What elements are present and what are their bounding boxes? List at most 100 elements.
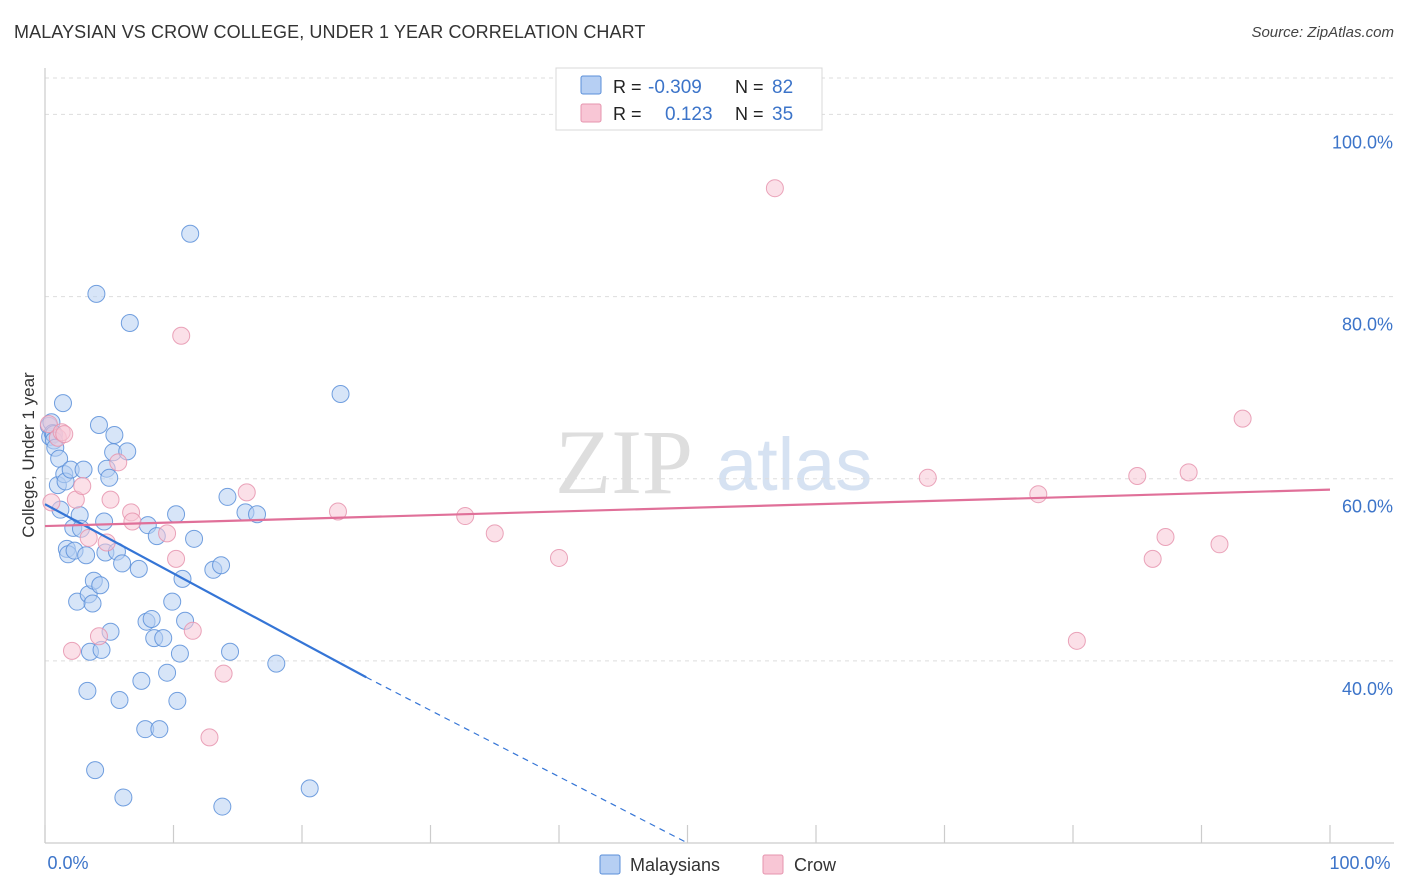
malaysians-point-64 — [185, 529, 204, 548]
chart-title: MALAYSIAN VS CROW COLLEGE, UNDER 1 YEAR … — [14, 22, 646, 42]
y-tick-label-2: 60.0% — [1342, 497, 1393, 517]
crow-point-11 — [101, 490, 120, 509]
crow-point-19 — [214, 664, 233, 683]
crow-point-9 — [89, 627, 108, 646]
malaysians-point-59 — [168, 691, 187, 710]
y-tick-label-0: 100.0% — [1332, 132, 1393, 152]
crow-trend-line — [44, 488, 1331, 528]
crow-point-8 — [79, 528, 98, 547]
legend-swatch-pink — [580, 103, 602, 123]
y-tick-label-3: 40.0% — [1342, 679, 1393, 699]
crow-point-16 — [167, 549, 186, 568]
malaysians-point-69 — [221, 642, 240, 661]
crow-point-1 — [42, 493, 61, 512]
crow-point-21 — [237, 483, 256, 502]
watermark-atlas: atlas — [716, 423, 872, 506]
crow-point-5 — [62, 641, 81, 660]
malaysians-trend-extension — [365, 676, 688, 844]
crow-point-7 — [73, 477, 92, 495]
malaysians-point-10 — [53, 394, 72, 413]
legend-n-value-1: 82 — [772, 77, 793, 98]
crow-point-17 — [172, 326, 191, 345]
malaysians-point-33 — [95, 512, 114, 531]
crow-point-18 — [183, 621, 202, 640]
malaysians-point-71 — [248, 505, 267, 524]
malaysians-point-47 — [132, 671, 151, 690]
malaysians-point-72 — [267, 654, 286, 673]
malaysians-point-58 — [167, 505, 186, 524]
crow-point-22 — [328, 502, 347, 521]
malaysians-point-45 — [120, 313, 139, 332]
crow-point-32 — [1156, 528, 1175, 546]
malaysians-point-28 — [86, 761, 105, 780]
y-tick-labels: 100.0% 80.0% 60.0% 40.0% — [1332, 132, 1393, 698]
legend-malaysians-label: Malaysians — [630, 855, 720, 875]
crow-point-33 — [1179, 463, 1198, 482]
malaysians-point-60 — [170, 644, 189, 663]
legend-r-value-2: 0.123 — [665, 104, 713, 125]
crow-point-14 — [123, 512, 142, 531]
source-label: Source: ZipAtlas.com — [1251, 24, 1394, 41]
crow-point-35 — [1233, 409, 1252, 428]
malaysians-point-41 — [110, 691, 129, 710]
crow-point-27 — [918, 468, 937, 487]
y-axis-label: College, Under 1 year — [19, 372, 38, 538]
malaysians-point-31 — [91, 576, 110, 595]
malaysians-point-55 — [154, 629, 173, 648]
malaysians-point-26 — [83, 594, 102, 613]
malaysians-point-36 — [100, 468, 119, 487]
legend-n-label-1: N = — [735, 77, 764, 97]
crow-point-26 — [765, 179, 784, 198]
malaysians-point-23 — [78, 681, 97, 700]
malaysians-point-57 — [163, 592, 182, 611]
malaysians-point-66 — [212, 556, 231, 575]
trend-lines — [44, 488, 1331, 844]
malaysians-point-43 — [114, 788, 133, 807]
crow-point-25 — [550, 548, 568, 567]
crow-point-0 — [39, 415, 58, 434]
malaysians-point-54 — [150, 720, 169, 739]
legend-n-value-2: 35 — [772, 104, 793, 125]
crow-point-15 — [158, 524, 177, 543]
crow-point-23 — [456, 507, 475, 526]
malaysians-point-22 — [77, 546, 96, 565]
y-tick-label-1: 80.0% — [1342, 315, 1393, 335]
grid-lines — [45, 77, 1394, 662]
crow-point-24 — [485, 524, 504, 543]
malaysians-point-21 — [74, 460, 93, 479]
x-tick-label-min: 0.0% — [47, 853, 88, 873]
malaysians-point-51 — [142, 609, 161, 628]
malaysians-point-30 — [89, 415, 108, 434]
legend-r-value-1: -0.309 — [648, 77, 702, 98]
malaysians-point-67 — [213, 797, 232, 816]
legend-crow-swatch — [762, 854, 784, 875]
axes — [44, 68, 1394, 844]
series-legend: Malaysians Crow — [599, 854, 837, 875]
malaysians-trend-line — [44, 503, 367, 679]
malaysians-point-42 — [113, 554, 132, 573]
crow-point-20 — [200, 728, 219, 747]
stats-legend: R = -0.309 N = 82 R = 0.123 N = 35 — [555, 67, 823, 131]
crow-point-12 — [109, 453, 128, 472]
malaysians-point-46 — [129, 559, 148, 578]
crow-point-34 — [1210, 535, 1229, 554]
malaysians-point-68 — [218, 487, 237, 506]
legend-swatch-blue — [580, 75, 602, 95]
crow-point-30 — [1128, 466, 1147, 485]
crow-point-28 — [1029, 485, 1048, 504]
malaysians-point-29 — [87, 284, 106, 303]
crow-point-4 — [55, 425, 74, 444]
malaysians-point-63 — [181, 224, 200, 243]
legend-n-label-2: N = — [735, 104, 764, 124]
legend-malaysians-swatch — [599, 854, 621, 875]
crow-point-29 — [1067, 631, 1086, 650]
data-points — [39, 179, 1252, 816]
crow-point-31 — [1143, 549, 1162, 568]
x-tick-label-max: 100.0% — [1329, 853, 1390, 873]
legend-r-label-1: R = — [613, 77, 642, 97]
watermark-zip: ZIP — [555, 411, 693, 513]
legend-r-label-2: R = — [613, 104, 642, 124]
legend-crow-label: Crow — [794, 855, 837, 875]
malaysians-point-73 — [300, 779, 319, 798]
